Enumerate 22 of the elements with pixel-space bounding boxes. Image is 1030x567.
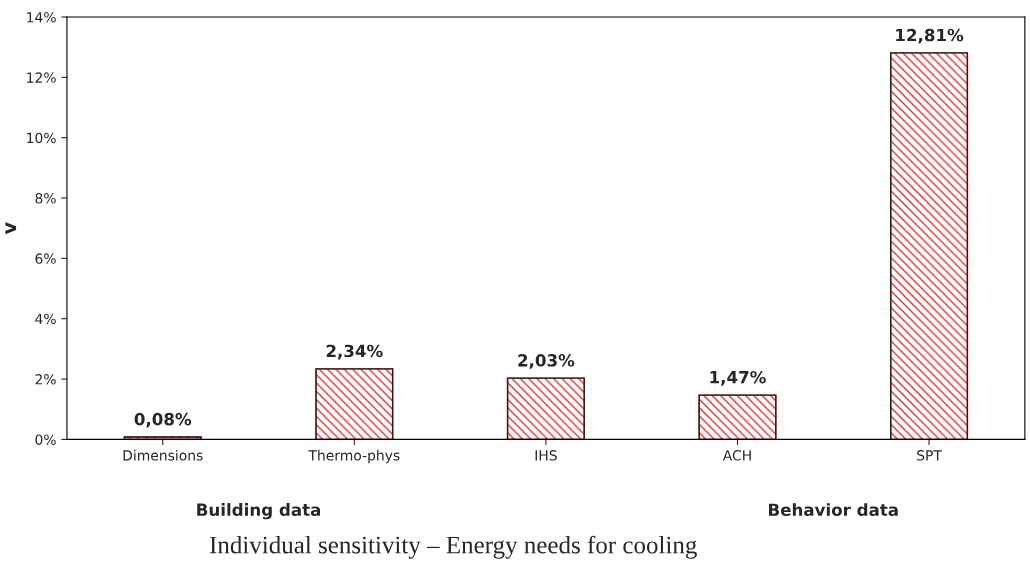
x-tick-label: IHS xyxy=(535,450,557,461)
y-tick-label: 8% xyxy=(35,193,56,204)
data-label: 1,47% xyxy=(710,370,766,386)
data-label: 2,34% xyxy=(326,344,383,360)
x-tick-label: ACH xyxy=(722,450,751,461)
y-tick-label: 10% xyxy=(27,132,56,144)
data-label: 2,03% xyxy=(518,354,575,369)
text: Behavior data xyxy=(769,503,898,517)
text: Building data xyxy=(197,503,321,520)
data-label: 0,08% xyxy=(134,412,192,428)
data-label: 12,81% xyxy=(896,28,964,44)
y-tick-label: 0% xyxy=(35,434,56,445)
y-tick-label: 12% xyxy=(27,72,56,83)
x-tick-label: Thermo-phys xyxy=(308,449,400,464)
y-tick-label: 2% xyxy=(35,374,56,385)
y-tick-label: 6% xyxy=(35,253,56,264)
text: Individual sensitivity – Energy needs for cooling xyxy=(209,535,697,559)
x-tick-label: SPT xyxy=(917,450,942,461)
y-axis-title: v xyxy=(5,222,17,235)
x-tick-label: Dimensions xyxy=(123,449,203,461)
y-tick-label: 14% xyxy=(27,11,56,23)
y-tick-label: 4% xyxy=(35,313,56,325)
